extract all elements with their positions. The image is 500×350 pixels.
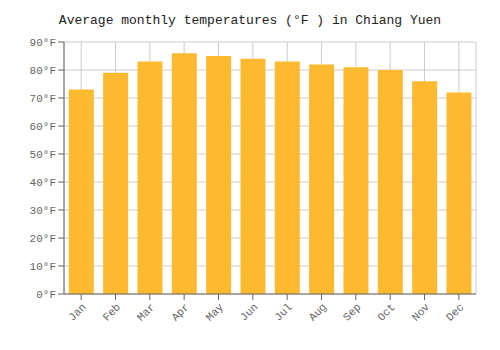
svg-text:80°F: 80°F (30, 65, 56, 77)
svg-text:70°F: 70°F (30, 93, 56, 105)
html-text:Average monthly temperatures (: Average monthly temperatures (°F ) in Ch… (58, 13, 442, 28)
svg-text:Jul: Jul (272, 301, 294, 323)
svg-text:50°F: 50°F (30, 149, 56, 161)
svg-text:60°F: 60°F (30, 121, 56, 133)
svg-text:Aug: Aug (307, 301, 329, 323)
svg-text:Oct: Oct (375, 301, 397, 323)
svg-text:90°F: 90°F (30, 37, 56, 49)
svg-text:40°F: 40°F (30, 177, 56, 189)
svg-text:Sep: Sep (341, 301, 363, 323)
svg-text:0°F: 0°F (36, 289, 56, 301)
svg-text:May: May (204, 301, 227, 324)
svg-text:Mar: Mar (135, 301, 157, 323)
svg-text:Jun: Jun (238, 301, 260, 323)
svg-text:Apr: Apr (169, 301, 191, 323)
svg-text:10°F: 10°F (30, 261, 56, 273)
svg-text:20°F: 20°F (30, 233, 56, 245)
svg-text:Jan: Jan (66, 301, 88, 323)
svg-text:Feb: Feb (101, 301, 123, 323)
svg-text:Dec: Dec (444, 301, 466, 323)
svg-text:Nov: Nov (410, 301, 433, 324)
svg-text:30°F: 30°F (30, 205, 56, 217)
